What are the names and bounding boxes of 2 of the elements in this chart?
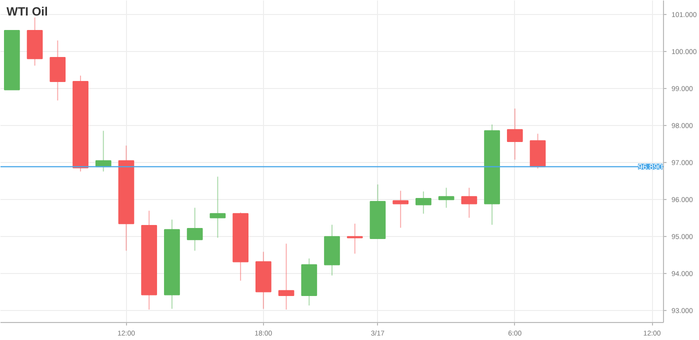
ref-line-label: 96.890 xyxy=(638,162,664,172)
chart-title: WTI Oil xyxy=(6,4,48,18)
